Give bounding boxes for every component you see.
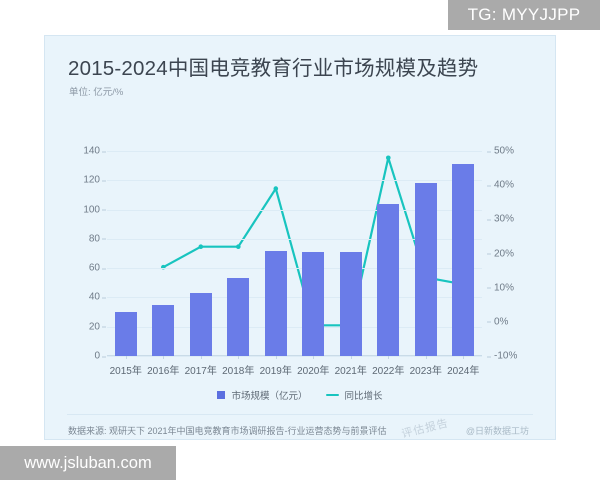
bar-market-size[interactable] [452, 164, 475, 356]
y-axis-left-tick-label: 100 [83, 204, 106, 216]
gridline [107, 151, 482, 152]
y-axis-right-tick-label: 0% [486, 316, 509, 328]
gridline [107, 326, 482, 328]
bar-market-size[interactable] [114, 312, 137, 356]
chart-card-inner: 2015-2024中国电竞教育行业市场规模及趋势 单位: 亿元/% 0 20 40 6… [45, 36, 555, 441]
legend-item-growth-rate[interactable]: 同比增长 [325, 388, 383, 402]
x-axis-tick [125, 356, 127, 359]
growth-rate-point[interactable] [386, 155, 391, 161]
x-axis-tick-label: 2021年 [334, 366, 367, 377]
x-axis-tick [425, 356, 427, 359]
gridline [107, 268, 482, 270]
bar-market-size[interactable] [227, 278, 250, 356]
x-axis-line [107, 355, 482, 356]
x-axis-tick-label: 2017年 [184, 366, 217, 377]
x-axis-tick [200, 356, 202, 359]
growth-rate-point[interactable] [273, 186, 279, 191]
y-axis-left-tick-label: 40 [88, 291, 107, 303]
x-axis-tick [238, 356, 240, 359]
footer-divider [67, 414, 533, 415]
y-axis-right-tick-label: 10% [486, 282, 515, 294]
diagonal-watermark: 评估报告 [400, 417, 450, 441]
gridline [107, 209, 482, 211]
bar-market-size[interactable] [264, 250, 287, 356]
x-axis-tick [350, 356, 352, 359]
legend-swatch-line-icon [325, 394, 339, 396]
y-axis-right-tick-label: 30% [486, 213, 515, 225]
x-axis-tick-label: 2015年 [109, 366, 142, 377]
x-axis-tick [388, 356, 390, 359]
legend-label-growth-rate: 同比增长 [344, 391, 383, 402]
chart-legend: 市场规模（亿元） 同比增长 [45, 388, 555, 402]
bar-market-size[interactable] [377, 203, 400, 356]
x-axis-tick-label: 2020年 [297, 366, 330, 377]
telegram-banner: TG: MYYJJPP [448, 0, 600, 30]
y-axis-left-tick-label: 60 [88, 262, 107, 274]
bar-market-size[interactable] [339, 252, 362, 356]
x-axis-tick [163, 356, 165, 359]
x-axis-tick-label: 2016年 [147, 366, 180, 377]
growth-rate-point[interactable] [198, 244, 204, 249]
bar-market-size[interactable] [302, 252, 325, 356]
x-axis-tick [275, 356, 277, 359]
bar-market-size[interactable] [189, 293, 212, 356]
y-axis-left-tick-label: 0 [94, 350, 106, 362]
bar-market-size[interactable] [152, 304, 175, 356]
unit-note: 单位: 亿元/% [69, 87, 124, 98]
source-note: 数据来源: 观研天下 2021年中国电竞教育市场调研报告-行业运营态势与前景评估 [68, 426, 387, 436]
legend-item-market-size[interactable]: 市场规模（亿元） [217, 388, 308, 402]
y-axis-right-tick-label: 40% [486, 179, 515, 191]
growth-rate-point[interactable] [236, 244, 241, 249]
gridline [107, 180, 482, 182]
x-axis-tick-label: 2018年 [222, 366, 255, 377]
y-axis-left-tick-label: 20 [88, 321, 107, 333]
plot-area: 0 20 40 60 80 100 120 140 -10% 0% 10% 20% 30% 40% 50% 2… [83, 146, 517, 378]
y-axis-right-tick-label: 20% [486, 248, 515, 259]
x-axis-tick-label: 2023年 [409, 366, 442, 377]
gridline [107, 238, 482, 240]
gridline [107, 297, 482, 299]
y-axis-right-tick-label: 50% [486, 145, 515, 157]
y-axis-right-tick-label: -10% [486, 350, 518, 362]
legend-swatch-bar-icon [217, 391, 226, 399]
x-axis-tick-label: 2022年 [372, 366, 405, 377]
bar-market-size[interactable] [414, 183, 437, 356]
page-title: 2015-2024中国电竞教育行业市场规模及趋势 [68, 57, 479, 80]
chart-card: 2015-2024中国电竞教育行业市场规模及趋势 单位: 亿元/% 0 20 40 6… [44, 35, 556, 441]
legend-label-market-size: 市场规模（亿元） [231, 391, 308, 402]
x-axis-tick [313, 356, 315, 359]
y-axis-left-tick-label: 140 [83, 145, 106, 157]
y-axis-left-tick-label: 120 [83, 174, 106, 186]
gridline [107, 356, 482, 357]
x-axis-tick [463, 356, 465, 359]
brand-watermark: @日新数据工坊 [465, 426, 529, 436]
url-banner: www.jsluban.com [0, 446, 176, 480]
x-axis-tick-label: 2024年 [447, 366, 480, 377]
x-axis-tick-label: 2019年 [259, 366, 292, 377]
y-axis-left-tick-label: 80 [88, 233, 107, 245]
